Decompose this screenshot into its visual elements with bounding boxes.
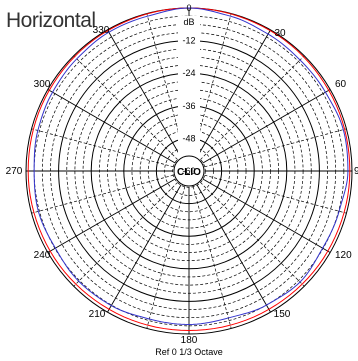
angle-label: 300 (34, 79, 51, 90)
radial-tick-label: -48 (182, 133, 195, 143)
chart-title: Horizontal (6, 9, 96, 32)
angle-label: 60 (335, 79, 347, 90)
grid-spoke (196, 29, 271, 158)
angle-label: 150 (274, 309, 291, 320)
grid-spoke (202, 178, 331, 253)
grid-spoke (146, 186, 186, 329)
angle-label: 240 (34, 250, 51, 261)
grid-spoke (47, 178, 176, 253)
series-line-0 (27, 7, 351, 331)
grid-spoke (107, 184, 182, 313)
radial-tick-label: -36 (182, 101, 195, 111)
grid-spoke (107, 29, 182, 158)
grid-spoke (31, 174, 174, 214)
radial-tick-label: -60 (182, 166, 195, 176)
footer-reference: Ref 0 1/3 Octave (155, 347, 223, 357)
center-label: CLIO (177, 167, 201, 178)
grid-spoke (200, 55, 305, 160)
grid-spoke (192, 13, 232, 156)
grid-spoke (31, 128, 174, 168)
angle-label: 90 (354, 166, 358, 177)
grid-spoke (73, 55, 178, 160)
radial-tick-label: -12 (182, 36, 195, 46)
unit-label: dB (183, 17, 194, 27)
angle-label: 330 (93, 25, 110, 36)
db-label-backdrop (178, 16, 200, 164)
angle-label: 120 (335, 250, 352, 261)
angle-label: 270 (6, 166, 23, 177)
grid-spoke (202, 89, 331, 164)
grid-spoke (204, 174, 347, 214)
grid-spoke (146, 13, 186, 156)
label-layer: dB 0 -12 -24 -36 -48 -60 30 60 90 120 150 210 240 270 3… (6, 3, 358, 357)
radial-tick-label: 0 (186, 3, 191, 13)
angle-label-180: 180 (181, 335, 198, 346)
series-line-1 (33, 7, 349, 325)
radial-tick-label: -24 (182, 68, 195, 78)
grid-spoke (47, 89, 176, 164)
grid-spoke (200, 182, 305, 287)
center-circle (173, 155, 205, 187)
angle-label: 210 (89, 309, 106, 320)
grid-spoke (204, 128, 347, 168)
grid-spoke (192, 186, 232, 329)
series-layer (27, 7, 351, 331)
angle-label: 30 (274, 28, 286, 39)
grid-spoke (73, 182, 178, 287)
grid-spoke (196, 184, 271, 313)
